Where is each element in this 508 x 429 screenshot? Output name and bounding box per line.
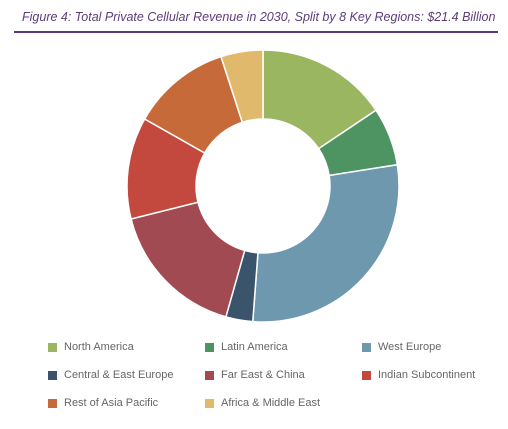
legend-item: Central & East Europe: [48, 367, 205, 383]
legend-item: Africa & Middle East: [205, 395, 362, 411]
donut-slice-far-east-china: [130, 201, 246, 318]
legend-item: West Europe: [362, 339, 508, 355]
legend-item: Far East & China: [205, 367, 362, 383]
legend-item: Rest of Asia Pacific: [48, 395, 205, 411]
title-divider: [14, 31, 498, 33]
legend-label: Far East & China: [221, 369, 305, 381]
legend-swatch: [48, 342, 57, 352]
donut-slice-africa-middle-east: [220, 49, 264, 124]
legend-swatch: [362, 370, 371, 380]
legend-label: Africa & Middle East: [221, 397, 321, 409]
legend-swatch: [205, 342, 214, 352]
chart-title: Figure 4: Total Private Cellular Revenue…: [22, 10, 496, 24]
legend-swatch: [205, 370, 214, 380]
donut-slice-west-europe: [251, 163, 400, 323]
legend-item: Latin America: [205, 339, 362, 355]
legend-swatch: [48, 398, 57, 408]
legend-label: North America: [64, 341, 134, 353]
legend-label: West Europe: [378, 341, 442, 353]
legend-label: Central & East Europe: [64, 369, 174, 381]
chart-legend: North America Latin America West Europe Cen…: [48, 339, 508, 411]
legend-label: Rest of Asia Pacific: [64, 397, 159, 409]
legend-label: Indian Subcontinent: [378, 369, 476, 381]
legend-item: Indian Subcontinent: [362, 367, 508, 383]
legend-item: North America: [48, 339, 205, 355]
legend-label: Latin America: [221, 341, 288, 353]
legend-swatch: [48, 370, 57, 380]
legend-swatch: [362, 342, 371, 352]
legend-swatch: [205, 398, 214, 408]
